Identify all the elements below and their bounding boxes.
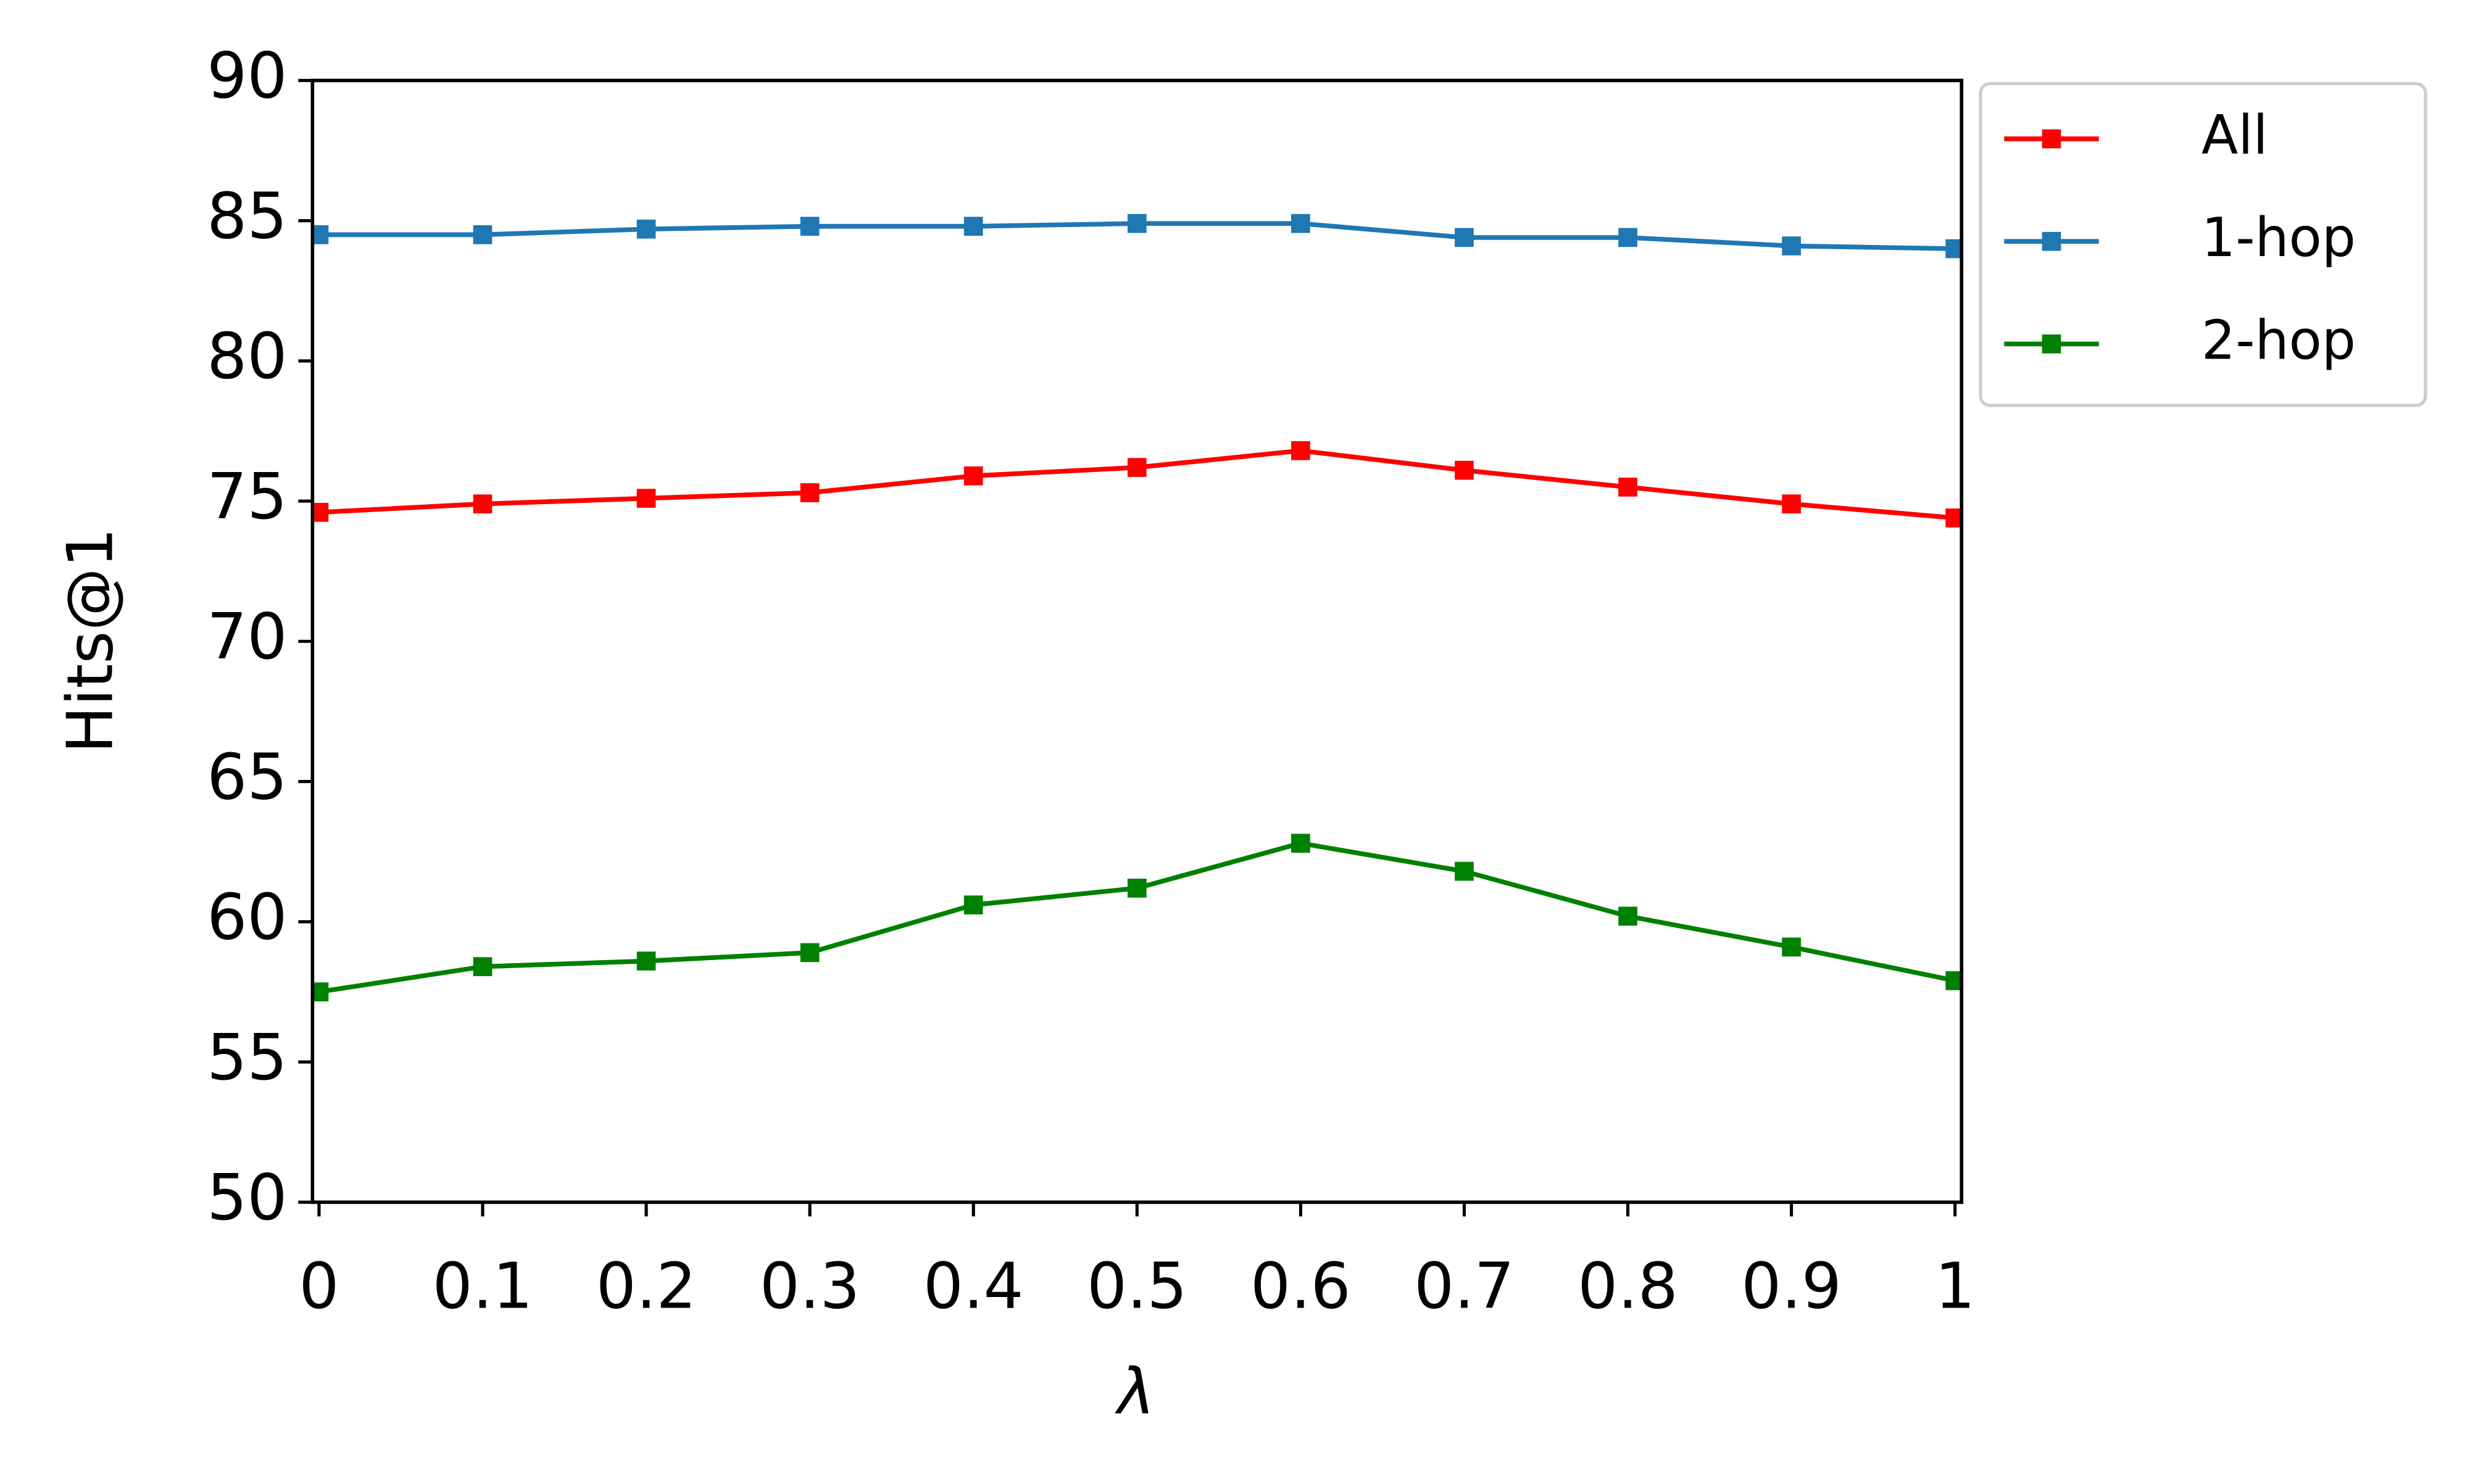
x-tick-label: 0.3 bbox=[760, 1250, 860, 1323]
legend-marker bbox=[2042, 129, 2061, 149]
y-tick-label: 70 bbox=[207, 600, 287, 674]
point-marker bbox=[1618, 228, 1637, 247]
point-marker bbox=[800, 217, 820, 236]
y-tick-label: 80 bbox=[207, 320, 287, 394]
x-tick-label: 0.5 bbox=[1087, 1250, 1187, 1323]
point-marker bbox=[1782, 236, 1801, 255]
y-tick-label: 60 bbox=[207, 881, 287, 955]
legend-label: 2-hop bbox=[2201, 309, 2356, 371]
point-marker bbox=[1291, 834, 1310, 853]
point-marker bbox=[1291, 441, 1310, 460]
x-tick-label: 0.9 bbox=[1741, 1250, 1842, 1323]
point-marker bbox=[473, 225, 493, 244]
plot-frame bbox=[310, 78, 1964, 1204]
point-marker bbox=[963, 895, 983, 914]
point-marker bbox=[312, 225, 329, 244]
y-axis-label: Hits@1 bbox=[54, 528, 127, 753]
point-marker bbox=[636, 951, 656, 971]
point-marker bbox=[1782, 937, 1801, 957]
legend-label: All bbox=[2201, 104, 2268, 167]
plot-area bbox=[312, 213, 1962, 1001]
legend-label: 1-hop bbox=[2201, 206, 2356, 269]
point-marker bbox=[1291, 213, 1310, 233]
x-tick-label: 0.1 bbox=[433, 1250, 533, 1323]
y-tick-label: 90 bbox=[207, 39, 287, 113]
point-marker bbox=[1618, 478, 1637, 497]
x-axis-label: λ bbox=[1115, 1356, 1155, 1429]
legend-marker bbox=[2042, 231, 2061, 251]
x-tick-label: 1 bbox=[1935, 1250, 1975, 1323]
point-marker bbox=[636, 219, 656, 239]
x-tick-label: 0.2 bbox=[596, 1250, 697, 1323]
legend-marker bbox=[2042, 334, 2061, 354]
y-tick-label: 55 bbox=[207, 1021, 287, 1095]
y-tick-label: 85 bbox=[207, 180, 287, 253]
point-marker bbox=[1455, 228, 1474, 247]
point-marker bbox=[800, 483, 820, 502]
point-marker bbox=[1945, 971, 1962, 990]
point-marker bbox=[1127, 458, 1147, 477]
point-marker bbox=[1455, 861, 1474, 881]
point-marker bbox=[1618, 906, 1637, 926]
point-marker bbox=[1782, 494, 1801, 514]
y-tick-label: 50 bbox=[207, 1161, 287, 1235]
point-marker bbox=[1455, 460, 1474, 480]
point-marker bbox=[800, 943, 820, 963]
point-marker bbox=[473, 957, 493, 976]
point-marker bbox=[1127, 878, 1147, 898]
point-marker bbox=[636, 489, 656, 508]
point-marker bbox=[473, 494, 493, 514]
x-tick-label: 0 bbox=[299, 1250, 339, 1323]
x-tick-label: 0.7 bbox=[1414, 1250, 1515, 1323]
x-tick-label: 0.6 bbox=[1250, 1250, 1351, 1323]
point-marker bbox=[312, 982, 329, 1001]
point-marker bbox=[963, 466, 983, 486]
x-tick-label: 0.4 bbox=[923, 1250, 1024, 1323]
point-marker bbox=[1945, 508, 1962, 528]
y-tick-label: 65 bbox=[207, 740, 287, 814]
legend-box bbox=[1979, 81, 2427, 407]
point-marker bbox=[1127, 213, 1147, 233]
point-marker bbox=[1945, 239, 1962, 259]
point-marker bbox=[963, 217, 983, 236]
point-marker bbox=[312, 502, 329, 522]
x-tick-label: 0.8 bbox=[1578, 1250, 1678, 1323]
y-tick-label: 75 bbox=[207, 460, 287, 534]
